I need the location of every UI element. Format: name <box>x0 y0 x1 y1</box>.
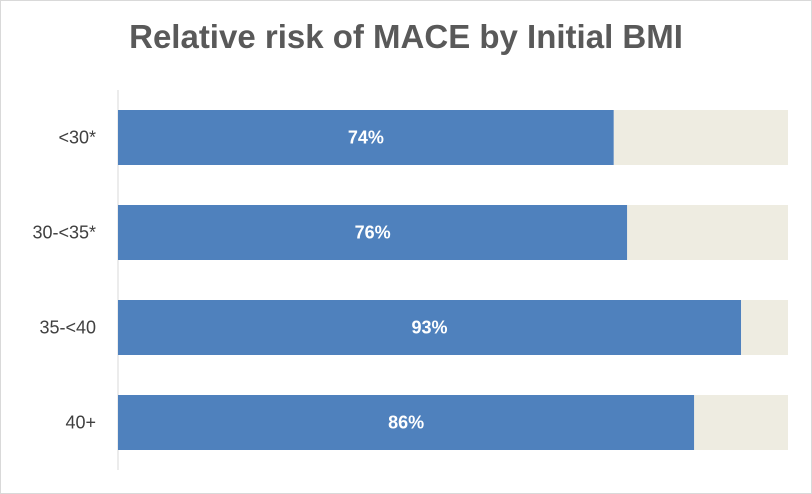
bar-remainder-1 <box>627 205 788 260</box>
bar-3 <box>118 395 695 450</box>
category-label-3: 40+ <box>65 413 96 433</box>
data-label-1: 76% <box>355 223 391 243</box>
bar-1 <box>118 205 628 260</box>
category-label-0: <30* <box>58 128 96 148</box>
bar-remainder-0 <box>613 110 788 165</box>
category-label-1: 30-<35* <box>32 223 96 243</box>
data-label-2: 93% <box>412 318 448 338</box>
chart-title: Relative risk of MACE by Initial BMI <box>129 18 683 55</box>
bar-remainder-3 <box>694 395 788 450</box>
bar-remainder-2 <box>741 300 788 355</box>
category-label-2: 35-<40 <box>39 318 96 338</box>
data-label-3: 86% <box>388 413 424 433</box>
bar-0 <box>118 110 614 165</box>
bars-group: 74% <30* 76% 30-<35* 93% 35-<40 86% 40+ <box>32 110 788 450</box>
bar-2 <box>118 300 742 355</box>
data-label-0: 74% <box>348 128 384 148</box>
